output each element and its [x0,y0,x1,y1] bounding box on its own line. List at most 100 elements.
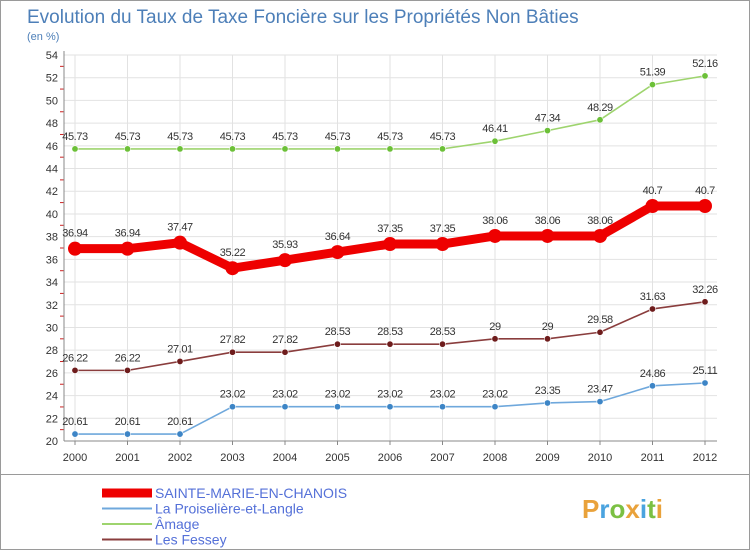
data-label-la-proiseliere-et-langle: 23.02 [430,389,456,401]
data-label-la-proiseliere-et-langle: 20.61 [62,416,88,428]
x-tick-label: 2004 [273,452,297,464]
point-amage [701,72,709,80]
point-amage [71,145,79,153]
point-les-fessey [124,366,132,374]
data-label-la-proiseliere-et-langle: 24.86 [640,368,666,380]
data-label-sainte-marie-en-chanois: 37.35 [377,223,403,235]
data-label-la-proiseliere-et-langle: 23.02 [220,389,246,401]
legend-label-les-fessey: Les Fessey [155,532,227,548]
data-label-les-fessey: 26.22 [115,352,141,364]
point-les-fessey [701,298,709,306]
y-tick-label: 26 [46,368,58,380]
x-tick-label: 2001 [115,452,139,464]
data-label-amage: 45.73 [62,131,88,143]
data-label-amage: 45.73 [430,131,456,143]
legend-label-la-proiseliere-et-langle: La Proiselière-et-Langle [155,501,304,517]
data-label-sainte-marie-en-chanois: 36.94 [115,228,141,240]
point-sainte-marie-en-chanois [278,253,292,268]
data-label-sainte-marie-en-chanois: 35.93 [272,239,298,251]
data-label-sainte-marie-en-chanois: 35.22 [220,247,246,259]
data-label-les-fessey: 27.01 [167,343,193,355]
y-tick-label: 36 [46,254,58,266]
point-les-fessey [229,348,237,356]
series-layer [68,72,712,438]
x-tick-label: 2010 [588,452,612,464]
x-tick-label: 2000 [63,452,87,464]
data-label-les-fessey: 28.53 [325,326,351,338]
data-label-amage: 45.73 [167,131,193,143]
data-label-les-fessey: 27.82 [220,334,246,346]
legend-box [0,474,750,550]
point-sainte-marie-en-chanois [173,235,187,250]
data-label-sainte-marie-en-chanois: 38.06 [482,215,508,227]
chart-subtitle: (en %) [27,31,59,43]
point-amage [648,81,656,89]
data-label-la-proiseliere-et-langle: 23.02 [272,389,298,401]
point-la-proiseliere-et-langle [229,403,237,411]
point-les-fessey [281,348,289,356]
x-tick-label: 2003 [220,452,244,464]
y-tick-label: 50 [46,95,58,107]
data-label-sainte-marie-en-chanois: 40.7 [695,185,715,197]
proxiti-logo-text: Proxiti [582,494,663,524]
chart-title: Evolution du Taux de Taxe Foncière sur l… [27,7,579,28]
data-label-sainte-marie-en-chanois: 37.47 [167,222,193,234]
point-la-proiseliere-et-langle [543,399,551,407]
x-tick-label: 2006 [378,452,402,464]
x-tick-label: 2002 [168,452,192,464]
y-tick-label: 38 [46,232,58,244]
x-tick-label: 2012 [693,452,717,464]
y-tick-label: 44 [46,164,58,176]
point-les-fessey [333,340,341,348]
point-sainte-marie-en-chanois [540,228,555,243]
data-label-amage: 51.39 [640,67,666,79]
data-label-sainte-marie-en-chanois: 36.64 [325,231,351,243]
data-label-les-fessey: 31.63 [640,291,666,303]
data-label-les-fessey: 28.53 [430,326,456,338]
y-tick-label: 30 [46,322,58,334]
point-sainte-marie-en-chanois [120,241,135,256]
data-label-amage: 45.73 [115,131,141,143]
data-label-la-proiseliere-et-langle: 25.11 [693,365,718,377]
y-tick-label: 52 [46,73,58,85]
data-label-la-proiseliere-et-langle: 20.61 [115,416,141,428]
point-la-proiseliere-et-langle [124,430,132,438]
point-les-fessey [543,335,551,343]
point-amage [333,145,341,153]
data-label-amage: 45.73 [325,131,351,143]
point-sainte-marie-en-chanois [645,198,660,213]
point-la-proiseliere-et-langle [491,403,499,411]
data-label-la-proiseliere-et-langle: 23.02 [325,389,351,401]
point-la-proiseliere-et-langle [438,403,446,411]
legend-label-sainte-marie-en-chanois: SAINTE-MARIE-EN-CHANOIS [155,485,347,501]
point-sainte-marie-en-chanois [435,237,450,252]
point-la-proiseliere-et-langle [596,398,604,406]
legend-label-amage: Âmage [155,516,200,532]
data-label-sainte-marie-en-chanois: 36.94 [62,228,88,240]
point-amage [124,145,132,153]
point-les-fessey [438,340,446,348]
point-la-proiseliere-et-langle [176,430,184,438]
y-tick-label: 34 [46,277,58,289]
x-tick-label: 2011 [641,452,665,464]
point-amage [543,127,551,135]
data-label-amage: 45.73 [220,131,246,143]
data-label-sainte-marie-en-chanois: 38.06 [535,215,561,227]
y-tick-label: 40 [46,209,58,221]
point-la-proiseliere-et-langle [701,379,709,387]
y-tick-label: 24 [46,391,58,403]
x-tick-label: 2005 [325,452,349,464]
y-tick-label: 28 [46,345,58,357]
point-amage [229,145,237,153]
point-amage [386,145,394,153]
data-label-les-fessey: 29 [542,321,554,333]
point-la-proiseliere-et-langle [386,403,394,411]
point-la-proiseliere-et-langle [71,430,79,438]
y-tick-label: 48 [46,118,58,130]
data-label-la-proiseliere-et-langle: 23.02 [482,389,508,401]
point-sainte-marie-en-chanois [593,228,607,243]
point-sainte-marie-en-chanois [68,241,82,256]
